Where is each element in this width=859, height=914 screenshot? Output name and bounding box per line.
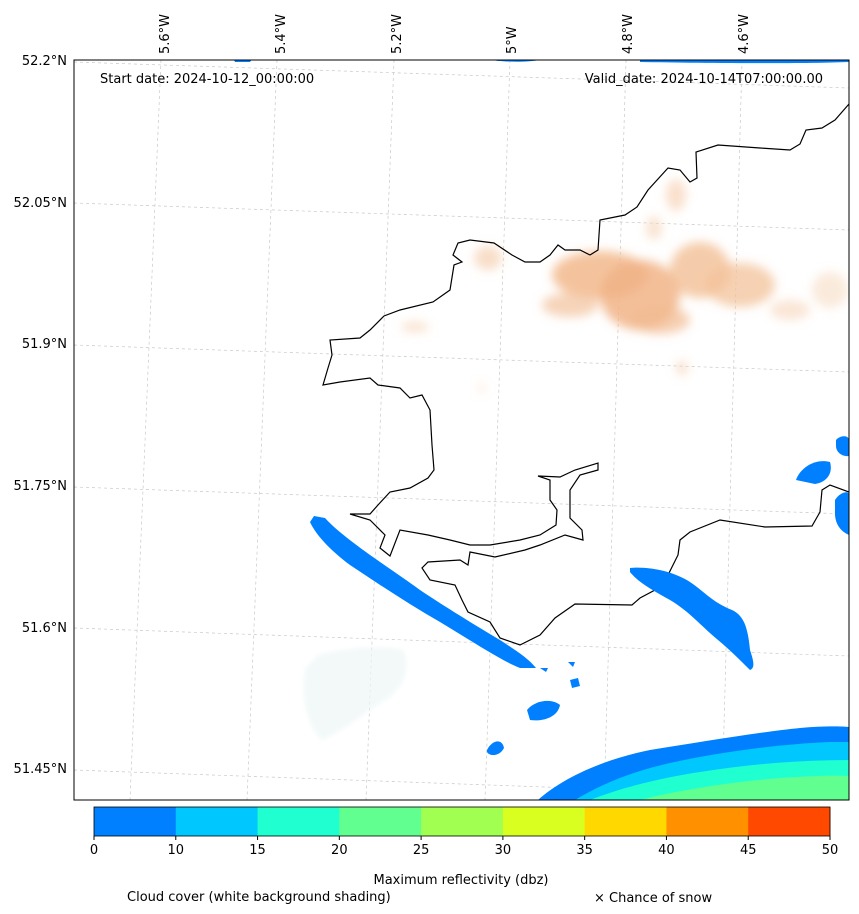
colorbar-tick-label: 35 xyxy=(576,843,593,858)
colorbar-tick-label: 30 xyxy=(495,843,512,858)
valid-date-label: Valid_date: 2024-10-14T07:00:00.00 xyxy=(585,72,823,87)
graticule xyxy=(74,60,849,800)
lat-label: 52.2°N xyxy=(22,54,67,69)
colorbar-tick-label: 10 xyxy=(168,843,185,858)
colorbar-tick-label: 45 xyxy=(740,843,757,858)
longitude-labels: 5.6°W 5.4°W 5.2°W 5°W 4.8°W 4.6°W xyxy=(158,14,752,54)
coastline xyxy=(322,103,849,646)
colorbar-swatch xyxy=(94,807,177,836)
map-frame xyxy=(73,59,850,801)
lat-label: 51.9°N xyxy=(22,337,67,352)
lat-label: 52.05°N xyxy=(14,196,67,211)
lon-label: 4.6°W xyxy=(737,14,752,54)
colorbar-frame xyxy=(93,806,831,837)
cloud-cover-patch xyxy=(303,647,407,740)
cloud-cover-legend: Cloud cover (white background shading) xyxy=(127,890,391,905)
lon-label: 5.2°W xyxy=(390,14,405,54)
colorbar-tick-label: 50 xyxy=(822,843,839,858)
colorbar-swatch xyxy=(748,807,831,836)
lon-label: 5°W xyxy=(505,26,520,54)
light-reflectivity-patches xyxy=(401,179,848,392)
map-area xyxy=(74,60,849,800)
lon-label: 5.6°W xyxy=(158,14,173,54)
colorbar-title: Maximum reflectivity (dbz) xyxy=(374,873,549,888)
colorbar-swatch xyxy=(421,807,504,836)
colorbar-tick-label: 15 xyxy=(249,843,266,858)
lat-label: 51.6°N xyxy=(22,621,67,636)
latitude-labels: 52.2°N 52.05°N 51.9°N 51.75°N 51.6°N 51.… xyxy=(14,54,67,777)
colorbar-swatch xyxy=(584,807,667,836)
colorbar-swatch xyxy=(175,807,259,836)
colorbar-tick-label: 40 xyxy=(658,843,675,858)
colorbar-swatch xyxy=(502,807,586,836)
colorbar-tick-label: 25 xyxy=(413,843,430,858)
lon-label: 4.8°W xyxy=(621,14,636,54)
colorbar: 0 10 15 20 25 30 35 40 45 50 xyxy=(90,806,839,858)
colorbar-swatch xyxy=(257,807,340,836)
reflectivity-band-bottom xyxy=(538,726,849,800)
colorbar-tick-label: 0 xyxy=(90,843,98,858)
lon-label: 5.4°W xyxy=(274,14,289,54)
colorbar-tick-label: 20 xyxy=(331,843,348,858)
reflectivity-blue-areas xyxy=(234,60,849,756)
lat-label: 51.75°N xyxy=(14,479,67,494)
lat-label: 51.45°N xyxy=(14,762,67,777)
snow-legend: × Chance of snow xyxy=(594,891,712,906)
colorbar-swatch xyxy=(339,807,422,836)
start-date-label: Start date: 2024-10-12_00:00:00 xyxy=(100,72,314,87)
colorbar-swatch xyxy=(666,807,749,836)
